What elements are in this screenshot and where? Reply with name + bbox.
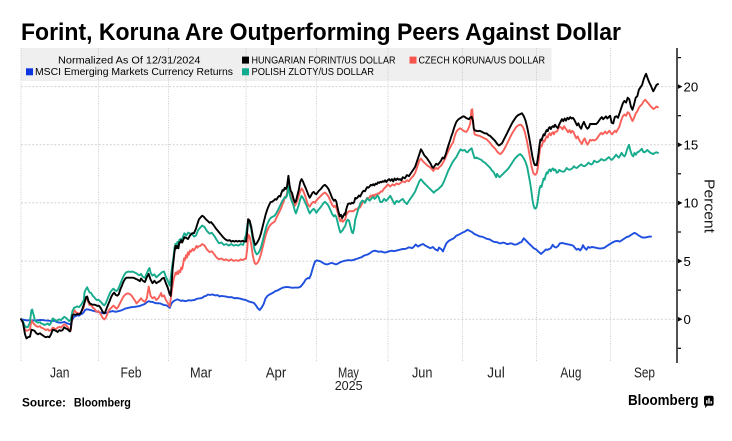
svg-text:10: 10 [684, 196, 699, 211]
svg-text:MSCI Emerging Markets Currency: MSCI Emerging Markets Currency Returns [35, 67, 233, 78]
svg-text:Bloomberg: Bloomberg [74, 395, 131, 409]
svg-text:15: 15 [684, 138, 699, 153]
svg-text:Source:: Source: [22, 395, 66, 409]
svg-text:Sep: Sep [634, 365, 655, 381]
svg-text:HUNGARIAN FORINT/US DOLLAR: HUNGARIAN FORINT/US DOLLAR [252, 55, 396, 66]
svg-text:Jan: Jan [50, 365, 70, 381]
svg-text:Jun: Jun [412, 365, 433, 381]
svg-text:Normalized As Of 12/31/2024: Normalized As Of 12/31/2024 [58, 55, 201, 66]
svg-text:POLISH ZLOTY/US DOLLAR: POLISH ZLOTY/US DOLLAR [252, 67, 375, 78]
svg-text:0: 0 [684, 312, 691, 327]
svg-text:Bloomberg: Bloomberg [628, 393, 699, 409]
svg-text:Jul: Jul [487, 365, 505, 381]
svg-text:Forint, Koruna Are Outperformi: Forint, Koruna Are Outperforming Peers A… [21, 19, 621, 46]
svg-text:Feb: Feb [121, 365, 142, 381]
svg-text:May: May [338, 365, 359, 381]
svg-text:Percent: Percent [701, 179, 717, 233]
svg-text:Aug: Aug [560, 365, 581, 381]
svg-text:20: 20 [684, 79, 699, 94]
svg-text:Mar: Mar [190, 365, 212, 381]
svg-text:Apr: Apr [266, 365, 287, 381]
svg-text:CZECH KORUNA/US DOLLAR: CZECH KORUNA/US DOLLAR [419, 55, 546, 66]
svg-text:5: 5 [684, 254, 691, 269]
svg-text:2025: 2025 [335, 378, 363, 393]
